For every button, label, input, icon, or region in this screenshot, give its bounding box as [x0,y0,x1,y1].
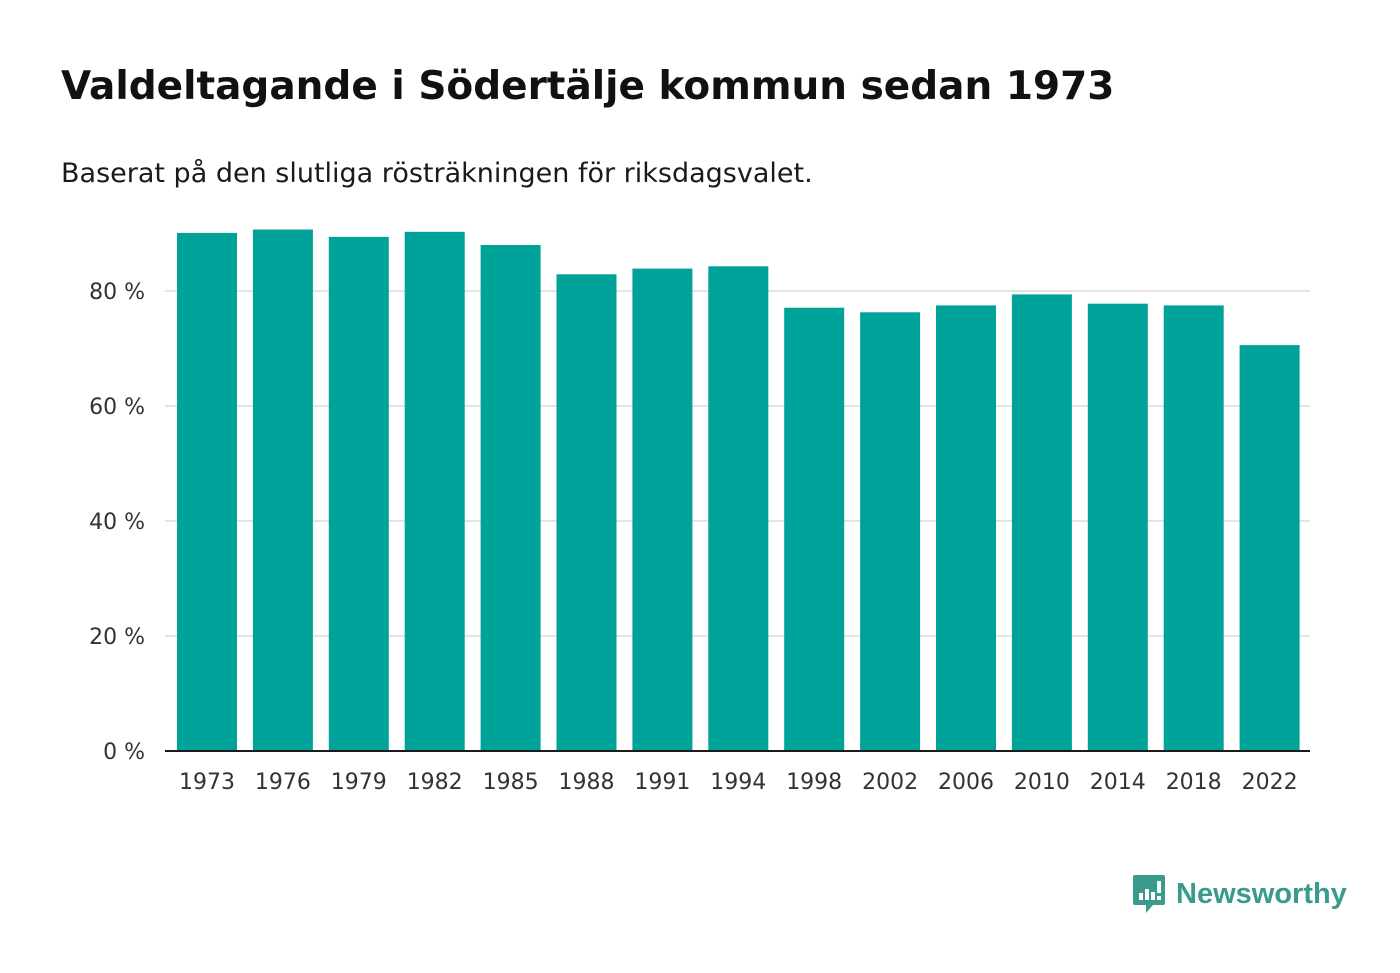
bars [177,229,1300,752]
bar-1991 [632,268,693,751]
x-tick-label: 2002 [862,770,918,795]
brand-logo: Newsworthy [1132,872,1347,916]
y-axis-ticks: 0 % 20 % 40 % 60 % 80 % [89,280,145,765]
bar-1994 [708,266,769,751]
x-axis-ticks: 1973 1976 1979 1982 1985 1988 1991 1994 1998 2002… [179,770,1298,795]
x-tick-label: 2018 [1166,770,1222,795]
y-tick-label: 60 % [89,395,145,420]
x-tick-label: 2014 [1090,770,1146,795]
y-tick-label: 40 % [89,510,145,535]
x-tick-label: 1979 [331,770,387,795]
x-tick-label: 1973 [179,770,235,795]
x-tick-label: 1994 [710,770,766,795]
chart-subtitle: Baserat på den slutliga rösträkningen fö… [61,158,813,189]
chart-title: Valdeltagande i Södertälje kommun sedan … [61,64,1115,109]
bar-2006 [936,305,996,751]
bar-2002 [860,312,921,751]
y-tick-label: 20 % [89,625,145,650]
bar-2022 [1239,345,1300,751]
newsworthy-logo-icon [1133,875,1165,913]
bar-1976 [252,229,313,751]
bar-2018 [1163,305,1224,751]
x-tick-label: 1982 [407,770,463,795]
bar-2010 [1011,294,1072,751]
x-tick-label: 1991 [634,770,690,795]
bar-1973 [177,232,237,751]
x-tick-label: 2006 [938,770,994,795]
bar-1988 [556,274,617,751]
brand-name: Newsworthy [1176,877,1347,910]
x-tick-label: 1985 [483,770,539,795]
bar-1979 [328,236,389,751]
bar-1985 [480,245,541,751]
bar-1982 [404,231,465,752]
y-tick-label: 80 % [89,280,145,305]
x-tick-label: 2010 [1014,770,1070,795]
x-tick-label: 2022 [1242,770,1298,795]
x-tick-label: 1998 [786,770,842,795]
x-tick-label: 1976 [255,770,311,795]
bar-1998 [784,307,845,751]
y-tick-label: 0 % [103,740,145,765]
x-tick-label: 1988 [559,770,615,795]
bar-2014 [1087,303,1148,751]
